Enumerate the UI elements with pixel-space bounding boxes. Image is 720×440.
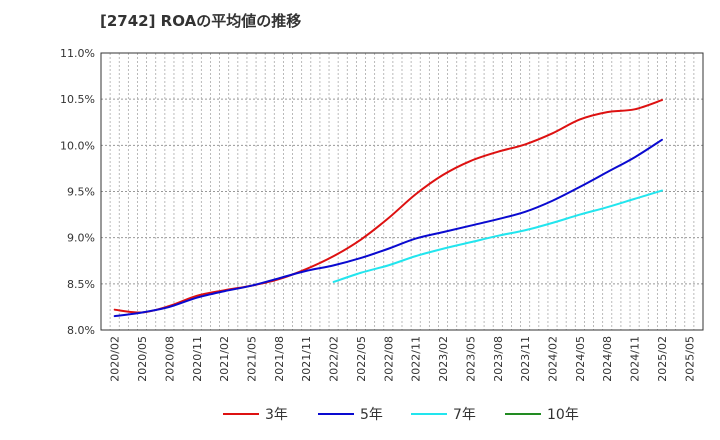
x-tick-label: 2022/05 [355,336,368,382]
grid-lines [101,53,703,330]
chart-title: [2742] ROAの平均値の推移 [100,12,302,30]
legend-label: 10年 [547,407,579,423]
y-tick-label: 11.0% [60,47,95,60]
x-tick-label: 2023/02 [437,336,450,382]
legend: 3年 5年 7年 10年 [223,407,579,423]
x-tick-label: 2022/02 [328,336,341,382]
x-tick-label: 2021/05 [246,336,259,382]
x-tick-label: 2020/08 [163,336,176,382]
x-tick-label: 2024/08 [601,336,614,382]
y-tick-label: 10.0% [60,139,95,152]
y-axis-ticks: 8.0% 8.5% 9.0% 9.5% 10.0% 10.5% 11.0% [60,47,95,337]
x-tick-label: 2024/05 [574,336,587,382]
y-tick-label: 9.5% [67,186,95,199]
x-tick-label: 2020/02 [109,336,122,382]
y-tick-label: 8.5% [67,278,95,291]
series-lines [113,99,663,318]
x-tick-label: 2022/08 [382,336,395,382]
y-tick-label: 10.5% [60,93,95,106]
x-tick-label: 2020/11 [191,336,204,382]
plot-frame [100,52,704,331]
y-tick-label: 8.0% [67,324,95,337]
legend-label: 5年 [360,407,383,423]
x-tick-label: 2023/08 [492,336,505,382]
series-line-5年 [113,138,663,318]
legend-label: 3年 [265,407,288,423]
x-tick-label: 2022/11 [410,336,423,382]
x-tick-label: 2020/05 [136,336,149,382]
x-axis-ticks: 2020/02 2020/05 2020/08 2020/11 2021/02 2021/… [109,336,697,382]
x-tick-label: 2023/11 [519,336,532,382]
series-line-7年 [332,189,663,283]
x-tick-label: 2024/11 [629,336,642,382]
x-tick-label: 2021/02 [218,336,231,382]
x-tick-label: 2021/08 [273,336,286,382]
x-tick-label: 2023/05 [464,336,477,382]
x-tick-label: 2025/02 [656,336,669,382]
x-tick-label: 2025/05 [683,336,696,382]
x-tick-label: 2021/11 [300,336,313,382]
legend-label: 7年 [453,407,476,423]
x-tick-label: 2024/02 [547,336,560,382]
series-line-3年 [113,99,663,314]
y-tick-label: 9.0% [67,232,95,245]
